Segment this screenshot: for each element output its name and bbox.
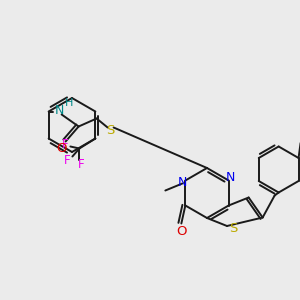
Text: H: H	[64, 98, 73, 109]
Text: S: S	[229, 221, 237, 235]
Text: N: N	[226, 171, 235, 184]
Text: O: O	[176, 225, 187, 238]
Text: S: S	[106, 124, 115, 137]
Text: O: O	[56, 142, 67, 155]
Text: F: F	[78, 158, 85, 171]
Text: F: F	[62, 138, 69, 151]
Text: F: F	[64, 154, 71, 167]
Text: N: N	[55, 104, 64, 117]
Text: N: N	[178, 176, 187, 189]
